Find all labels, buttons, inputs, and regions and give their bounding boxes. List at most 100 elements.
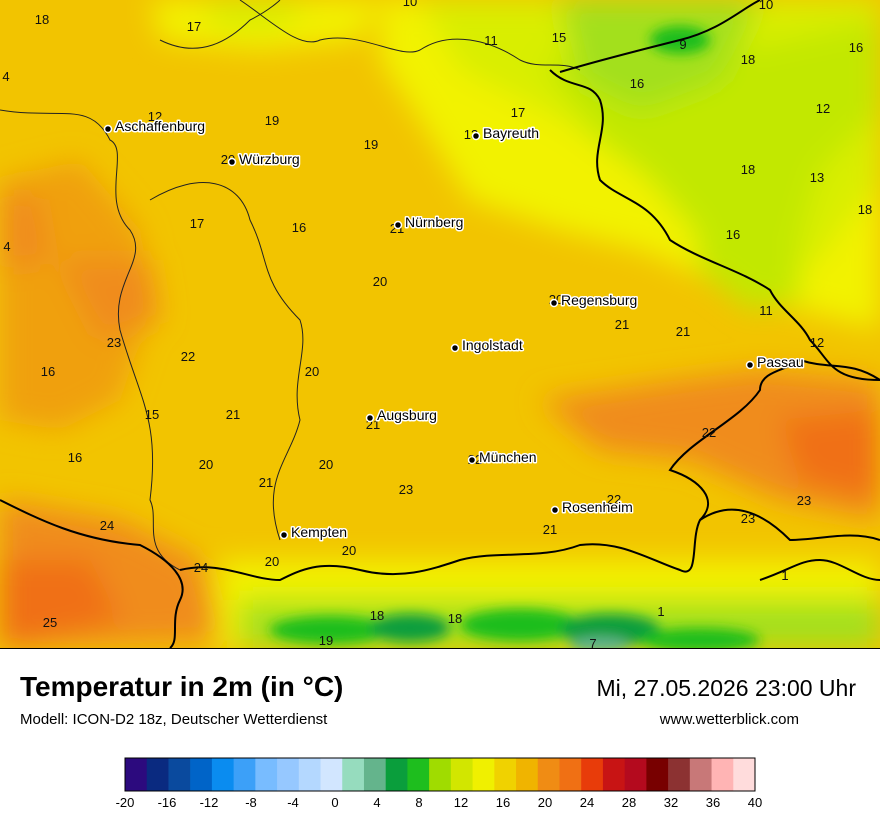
legend-swatch [211, 758, 235, 791]
legend-tick-label: 24 [580, 795, 594, 810]
legend-swatch [342, 758, 365, 791]
legend-tick-label: 28 [622, 795, 636, 810]
weather-map: 18 17 10 10 11 15 9 16 18 4 16 12 19 17 12 13 20 19 18 13 18… [0, 0, 880, 649]
city-augsburg[interactable]: Augsburg [365, 406, 438, 425]
legend-tick-label: 20 [538, 795, 552, 810]
city-name: München [479, 449, 537, 465]
city-dot [467, 455, 477, 465]
website-link[interactable]: www.wetterblick.com [659, 711, 799, 728]
temperature-value: 20 [373, 274, 387, 289]
temperature-value: 20 [199, 457, 213, 472]
city-dot [745, 360, 755, 370]
temperature-value: 16 [292, 220, 306, 235]
legend-tick-label: 4 [373, 795, 380, 810]
city-regensburg[interactable]: Regensburg [549, 291, 639, 310]
temperature-value: 23 [741, 511, 755, 526]
city-passau[interactable]: Passau [745, 353, 805, 372]
legend-swatch [559, 758, 582, 791]
city-bayreuth[interactable]: Bayreuth [471, 124, 541, 143]
city-mnchen[interactable]: München [467, 448, 538, 467]
city-ingolstadt[interactable]: Ingolstadt [450, 336, 524, 355]
temperature-value: 17 [187, 19, 201, 34]
city-aschaffenburg[interactable]: Aschaffenburg [103, 117, 207, 136]
legend-swatch [472, 758, 495, 791]
legend-swatch [689, 758, 713, 791]
legend-swatch [233, 758, 256, 791]
legend-swatch [624, 758, 647, 791]
city-dot [550, 505, 560, 515]
temperature-value: 19 [364, 137, 378, 152]
city-name: Bayreuth [483, 125, 539, 141]
legend-swatch [125, 758, 148, 791]
legend-swatch [668, 758, 691, 791]
temperature-value: 16 [68, 450, 82, 465]
legend-swatch [494, 758, 517, 791]
city-dot [393, 220, 403, 230]
temperature-value: 10 [759, 0, 773, 12]
temperature-value: 9 [679, 37, 686, 52]
temperature-value: 18 [741, 52, 755, 67]
color-legend: -20 -16 -12 -8 -4 0 4 8 12 16 20 24 28 32 36 40 [116, 757, 763, 810]
temperature-value: 16 [849, 40, 863, 55]
legend-swatch [581, 758, 604, 791]
temperature-value: 20 [342, 543, 356, 558]
legend-swatch [168, 758, 191, 791]
legend-swatch [407, 758, 430, 791]
legend-tick-label: 12 [454, 795, 468, 810]
city-name: Ingolstadt [462, 337, 523, 353]
model-info: Modell: ICON-D2 18z, Deutscher Wetterdie… [20, 711, 328, 728]
legend-swatch [277, 758, 300, 791]
map-title: Temperatur in 2m (in °C) [20, 671, 344, 702]
temperature-value: 22 [181, 349, 195, 364]
legend-tick-label: -4 [287, 795, 299, 810]
city-rosenheim[interactable]: Rosenheim [550, 498, 634, 517]
temperature-fields [0, 0, 880, 648]
city-name: Rosenheim [562, 499, 633, 515]
temperature-value: 21 [676, 324, 690, 339]
legend-swatch [146, 758, 169, 791]
temperature-value: 21 [259, 475, 273, 490]
legend-tick-label: -8 [245, 795, 257, 810]
city-nrnberg[interactable]: Nürnberg [393, 213, 465, 232]
legend-swatch [255, 758, 278, 791]
legend-tick-label: -20 [116, 795, 135, 810]
temperature-value: 15 [145, 407, 159, 422]
temperature-value: 10 [403, 0, 417, 9]
city-dot [450, 343, 460, 353]
legend-swatch [602, 758, 626, 791]
temperature-value: 23 [107, 335, 121, 350]
temperature-value: 24 [100, 518, 114, 533]
temperature-value: 20 [305, 364, 319, 379]
legend-tick-labels: -20 -16 -12 -8 -4 0 4 8 12 16 20 24 28 32 36 40 [116, 795, 763, 810]
temperature-value: 1 [781, 568, 788, 583]
legend-tick-label: 40 [748, 795, 762, 810]
city-wrzburg[interactable]: Würzburg [227, 150, 301, 169]
temperature-value: 18 [35, 12, 49, 27]
city-dot [227, 157, 237, 167]
temperature-value: 24 [194, 560, 208, 575]
temperature-value: 4 [3, 239, 10, 254]
city-name: Kempten [291, 524, 347, 540]
temperature-value: 15 [552, 30, 566, 45]
temperature-value: 12 [816, 101, 830, 116]
temperature-value: 7 [589, 636, 596, 648]
city-dot [549, 298, 559, 308]
temperature-value: 18 [741, 162, 755, 177]
legend-swatch [516, 758, 539, 791]
city-dot [365, 413, 375, 423]
city-kempten[interactable]: Kempten [279, 523, 349, 542]
legend-swatch [320, 758, 343, 791]
temperature-value: 16 [726, 227, 740, 242]
temperature-value: 12 [810, 335, 824, 350]
legend-swatch [190, 758, 213, 791]
city-name: Passau [757, 354, 804, 370]
temperature-value: 4 [2, 69, 9, 84]
city-markers: Aschaffenburg Würzburg Bayreuth Nürnberg Reg… [103, 117, 805, 542]
map-footer: Temperatur in 2m (in °C) Modell: ICON-D2… [0, 649, 880, 830]
temperature-value: 25 [43, 615, 57, 630]
temperature-value: 1 [657, 604, 664, 619]
forecast-datetime: Mi, 27.05.2026 23:00 Uhr [596, 675, 856, 701]
temperature-value: 21 [543, 522, 557, 537]
legend-swatch [385, 758, 408, 791]
